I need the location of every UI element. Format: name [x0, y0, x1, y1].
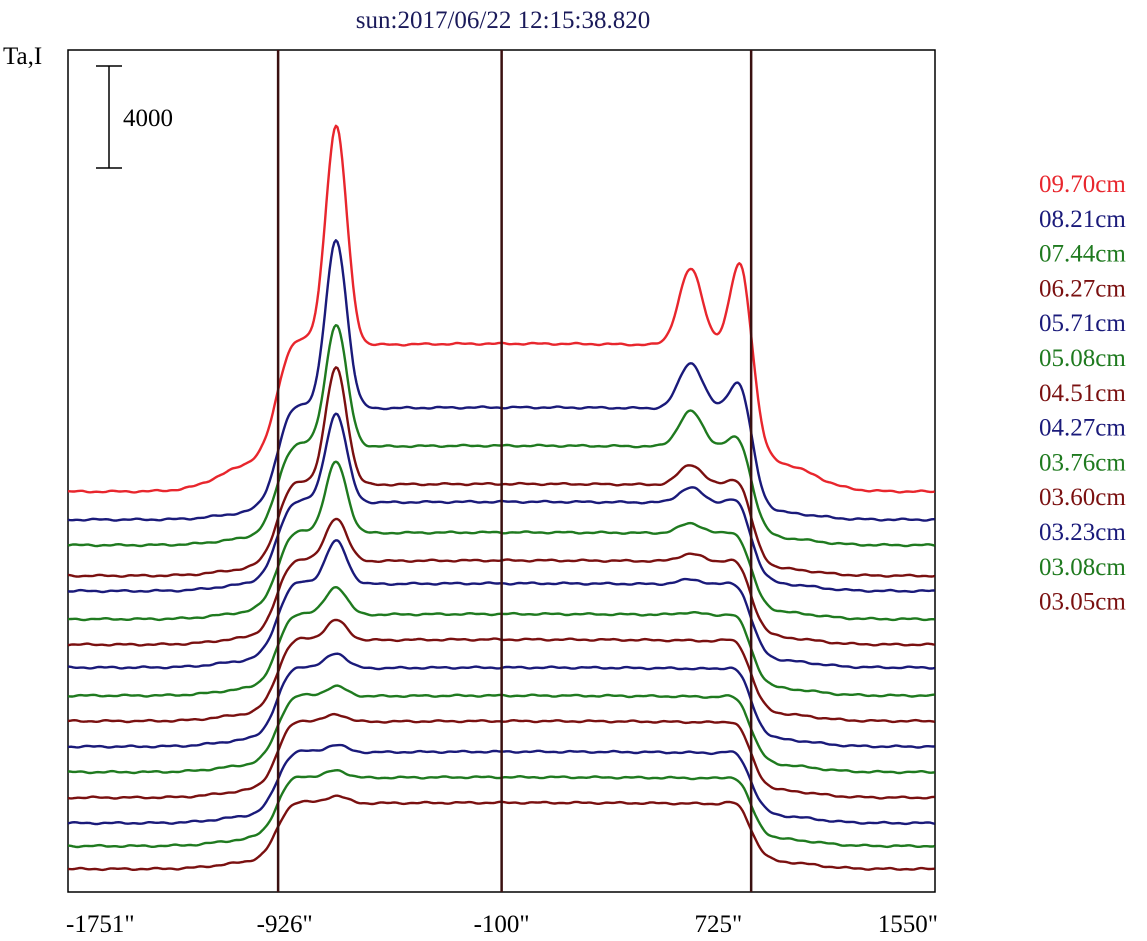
chart-title: sun:2017/06/22 12:15:38.820 [356, 7, 650, 34]
x-tick-label: 725" [694, 911, 742, 938]
x-tick-label: -100" [474, 911, 530, 938]
legend-item: 09.70cm [1039, 171, 1126, 198]
x-tick-labels: -1751" -926" -100" 725" 1550" [66, 911, 938, 938]
legend-item: 03.23cm [1039, 519, 1126, 546]
scale-bar-label: 4000 [123, 105, 173, 132]
legend-item: 08.21cm [1039, 206, 1126, 233]
x-tick-label: 1550" [878, 911, 938, 938]
legend-item: 05.08cm [1039, 345, 1126, 372]
scale-bar: 4000 [96, 65, 173, 169]
x-tick-label: -926" [257, 911, 313, 938]
reference-lines [276, 50, 753, 892]
legend-item: 04.27cm [1039, 415, 1126, 442]
legend-item: 03.05cm [1039, 589, 1126, 616]
legend-item: 03.08cm [1039, 554, 1126, 581]
y-axis-label: Ta,I [3, 43, 42, 70]
legend-item: 06.27cm [1039, 275, 1126, 302]
legend-item: 03.60cm [1039, 484, 1126, 511]
legend-item: 05.71cm [1039, 310, 1126, 337]
x-tick-label: -1751" [66, 911, 135, 938]
legend-item: 03.76cm [1039, 449, 1126, 476]
legend: 09.70cm 08.21cm 07.44cm 06.27cm 05.71cm 05.08… [1039, 171, 1126, 616]
legend-item: 07.44cm [1039, 241, 1126, 268]
legend-item: 04.51cm [1039, 380, 1126, 407]
